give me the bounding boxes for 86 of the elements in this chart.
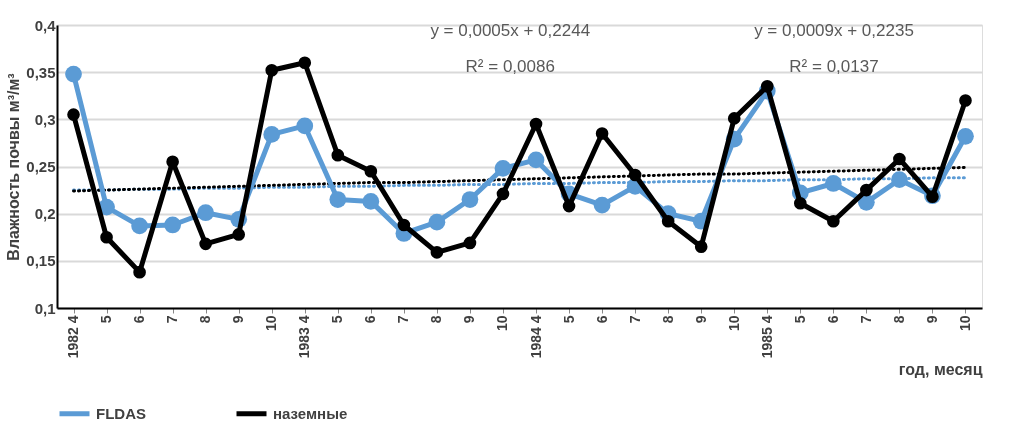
x-tick-label: 6 (131, 315, 148, 324)
x-tick-label: 8 (197, 315, 214, 324)
x-tick-label: 5 (560, 315, 577, 324)
point (298, 56, 312, 70)
point (199, 237, 212, 251)
point (461, 191, 479, 208)
x-tick-label: 1983 4 (296, 315, 313, 359)
x-tick-label: 1982 4 (65, 315, 82, 359)
point (197, 204, 215, 222)
point (959, 94, 972, 107)
point (661, 214, 675, 228)
x-tick-label: 1985 4 (758, 315, 775, 359)
point (595, 127, 609, 140)
point (827, 214, 840, 228)
annotation: y = 0,0009x + 0,2235 (754, 20, 914, 40)
legend-label: наземные (273, 404, 348, 422)
x-tick-label: 5 (329, 315, 346, 324)
x-tick-label: 9 (923, 315, 940, 324)
x-tick-label: 8 (659, 315, 676, 324)
point (329, 191, 347, 208)
point (860, 183, 873, 197)
point (133, 265, 146, 279)
x-tick-label: 7 (164, 315, 181, 324)
point (760, 80, 774, 93)
point (331, 148, 345, 162)
point (957, 127, 974, 145)
point (891, 171, 908, 189)
point (166, 155, 179, 169)
point (463, 236, 477, 250)
y-axis-title: Влажность почвы м³/м³ (5, 73, 23, 261)
point (67, 108, 80, 121)
point (362, 193, 380, 210)
y-tick-label: 0,25 (26, 158, 56, 175)
x-tick-label: 6 (824, 315, 841, 324)
point (793, 196, 807, 210)
x-tick-label: 8 (890, 315, 907, 324)
x-tick-label: 9 (461, 315, 478, 324)
point (397, 218, 411, 232)
point (494, 160, 512, 177)
x-tick-label: 7 (857, 315, 874, 324)
x-tick-label: 10 (494, 315, 511, 332)
point (824, 175, 842, 192)
legend-label: FLDAS (96, 404, 146, 422)
x-tick-label: 1984 4 (527, 315, 544, 359)
point (164, 216, 181, 234)
point (265, 63, 279, 77)
point (131, 217, 148, 235)
point (232, 228, 246, 241)
point (593, 196, 611, 214)
x-tick-label: 6 (362, 315, 379, 324)
x-tick-label: 8 (428, 315, 445, 324)
x-tick-label: 10 (725, 315, 742, 332)
point (428, 213, 446, 231)
annotation: y = 0,0005x + 0,2244 (430, 20, 591, 40)
point (364, 164, 378, 178)
y-tick-label: 0,2 (34, 205, 56, 223)
x-axis-title: год, месяц (898, 361, 983, 379)
x-tick-label: 10 (263, 315, 280, 332)
point (562, 199, 576, 213)
x-tick-label: 7 (626, 315, 643, 324)
annotation: R² = 0,0137 (789, 57, 879, 77)
point (694, 240, 708, 253)
y-tick-label: 0,1 (34, 299, 56, 317)
point (727, 112, 741, 125)
point (65, 65, 82, 83)
point (893, 152, 906, 166)
point (527, 151, 545, 169)
x-tick-label: 5 (791, 315, 808, 324)
point (529, 117, 543, 131)
y-tick-label: 0,35 (26, 63, 56, 81)
point (100, 230, 113, 244)
x-tick-label: 10 (956, 315, 973, 332)
y-tick-label: 0,4 (34, 16, 57, 34)
point (628, 168, 642, 182)
y-tick-label: 0,3 (34, 110, 56, 128)
x-tick-label: 9 (692, 315, 709, 324)
annotation: R² = 0,0086 (465, 57, 555, 77)
x-tick-label: 5 (98, 315, 115, 324)
point (296, 117, 314, 135)
point (496, 187, 510, 201)
x-tick-label: 6 (593, 315, 610, 324)
y-tick-label: 0,15 (26, 252, 56, 270)
x-tick-label: 7 (395, 315, 412, 324)
x-tick-label: 9 (230, 315, 247, 324)
point (430, 246, 444, 259)
point (263, 126, 281, 143)
